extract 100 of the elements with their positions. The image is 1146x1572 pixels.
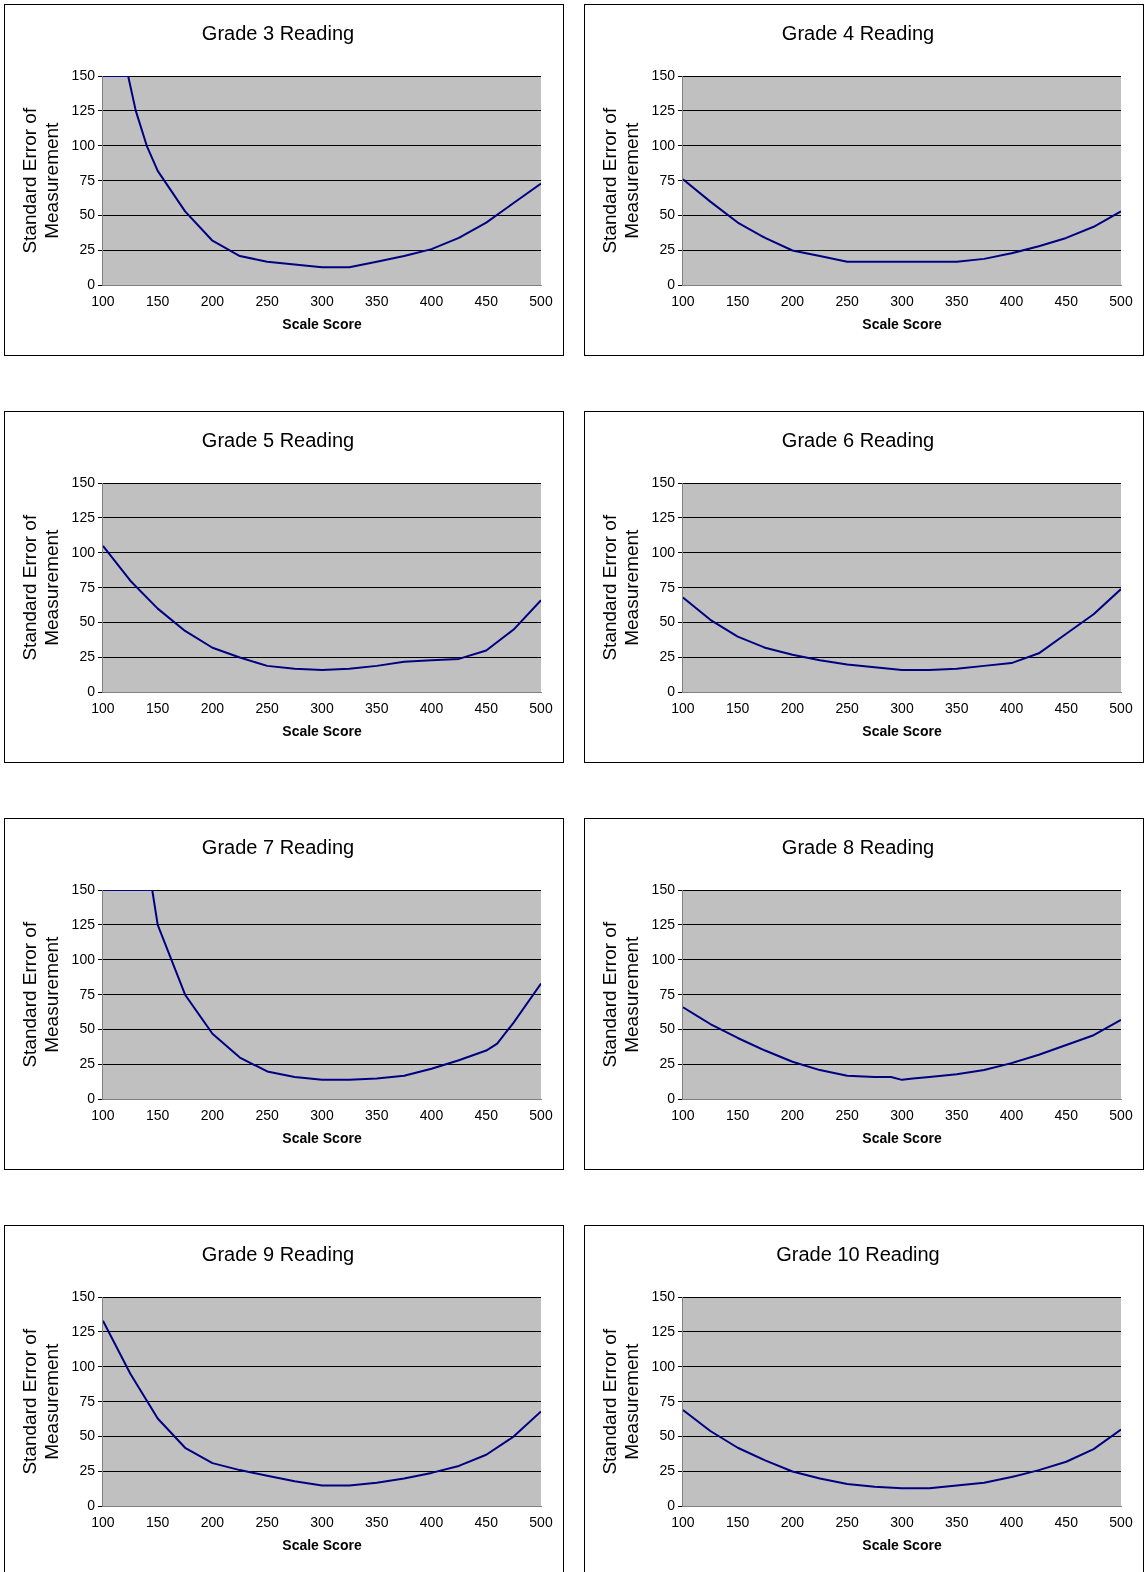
y-tick-label: 125 bbox=[71, 101, 96, 118]
x-axis-title: Scale Score bbox=[282, 1130, 362, 1147]
x-tick-label: 200 bbox=[200, 292, 225, 309]
x-tick-label: 500 bbox=[1109, 1513, 1133, 1530]
y-tick-label: 150 bbox=[71, 880, 96, 897]
y-tick-label: 125 bbox=[71, 508, 96, 525]
y-tick-label: 150 bbox=[651, 66, 676, 83]
x-axis-title: Scale Score bbox=[862, 1130, 942, 1147]
y-tick-label: 125 bbox=[651, 101, 676, 118]
y-tick-label: 0 bbox=[87, 683, 96, 700]
y-tick-label: 75 bbox=[79, 578, 96, 595]
x-tick-label: 300 bbox=[890, 292, 914, 309]
y-tick-label: 50 bbox=[79, 1427, 96, 1444]
x-tick-label: 350 bbox=[365, 699, 389, 716]
x-tick-label: 500 bbox=[1109, 1106, 1133, 1123]
y-tick-label: 125 bbox=[71, 915, 96, 932]
y-tick-label: 75 bbox=[659, 1392, 676, 1409]
x-tick-label: 150 bbox=[146, 699, 170, 716]
y-tick-label: 0 bbox=[667, 1090, 676, 1107]
x-tick-label: 400 bbox=[419, 699, 444, 716]
y-tick-label: 100 bbox=[71, 950, 96, 967]
y-tick-label: 25 bbox=[79, 1055, 96, 1072]
x-tick-label: 450 bbox=[1054, 292, 1079, 309]
x-tick-label: 500 bbox=[1109, 292, 1133, 309]
y-tick-label: 0 bbox=[87, 1090, 96, 1107]
y-tick-label: 75 bbox=[79, 171, 96, 188]
y-tick-label: 25 bbox=[79, 1462, 96, 1479]
x-tick-label: 450 bbox=[1054, 699, 1079, 716]
y-tick-label: 150 bbox=[651, 880, 676, 897]
x-tick-label: 450 bbox=[474, 1106, 499, 1123]
x-tick-label: 500 bbox=[1109, 699, 1133, 716]
x-tick-label: 200 bbox=[200, 699, 225, 716]
y-axis-title: Standard Error of Measurement bbox=[598, 514, 643, 661]
x-tick-label: 200 bbox=[780, 1513, 805, 1530]
chart-title: Grade 6 Reading bbox=[781, 428, 935, 451]
x-tick-label: 350 bbox=[365, 292, 389, 309]
y-tick-label: 100 bbox=[651, 543, 676, 560]
y-tick-label: 100 bbox=[651, 950, 676, 967]
x-tick-label: 250 bbox=[835, 1106, 860, 1123]
x-tick-label: 200 bbox=[200, 1513, 225, 1530]
y-tick-label: 50 bbox=[79, 1020, 96, 1037]
x-tick-label: 300 bbox=[890, 1513, 914, 1530]
y-tick-label: 25 bbox=[659, 648, 676, 665]
y-tick-label: 25 bbox=[79, 241, 96, 258]
x-tick-label: 400 bbox=[419, 292, 444, 309]
x-tick-label: 300 bbox=[310, 1513, 334, 1530]
x-tick-label: 400 bbox=[999, 292, 1024, 309]
x-tick-label: 150 bbox=[146, 1106, 170, 1123]
x-tick-label: 500 bbox=[529, 699, 553, 716]
y-tick-label: 0 bbox=[87, 276, 96, 293]
x-tick-label: 150 bbox=[726, 699, 750, 716]
chart-title: Grade 3 Reading bbox=[201, 21, 355, 44]
x-tick-label: 450 bbox=[474, 292, 499, 309]
y-tick-label: 100 bbox=[651, 136, 676, 153]
x-tick-label: 400 bbox=[419, 1513, 444, 1530]
y-tick-label: 50 bbox=[79, 613, 96, 630]
x-tick-label: 500 bbox=[529, 1106, 553, 1123]
y-tick-label: 0 bbox=[667, 683, 676, 700]
x-tick-label: 250 bbox=[255, 1513, 280, 1530]
y-tick-label: 25 bbox=[79, 648, 96, 665]
y-tick-label: 75 bbox=[659, 171, 676, 188]
x-tick-label: 500 bbox=[529, 1513, 553, 1530]
x-tick-label: 250 bbox=[255, 699, 280, 716]
x-axis-title: Scale Score bbox=[862, 1537, 942, 1554]
y-tick-label: 50 bbox=[659, 613, 676, 630]
x-axis-title: Scale Score bbox=[282, 316, 362, 333]
x-axis-title: Scale Score bbox=[862, 316, 942, 333]
x-tick-label: 150 bbox=[146, 292, 170, 309]
y-tick-label: 25 bbox=[659, 1055, 676, 1072]
x-tick-label: 450 bbox=[474, 1513, 499, 1530]
chart-title: Grade 10 Reading bbox=[776, 1242, 940, 1265]
x-tick-label: 300 bbox=[310, 292, 334, 309]
x-tick-label: 400 bbox=[419, 1106, 444, 1123]
y-tick-label: 125 bbox=[651, 508, 676, 525]
x-axis-title: Scale Score bbox=[862, 723, 942, 740]
y-tick-label: 75 bbox=[79, 1392, 96, 1409]
y-tick-label: 100 bbox=[71, 543, 96, 560]
y-axis-title: Standard Error of Measurement bbox=[598, 107, 643, 254]
x-tick-label: 400 bbox=[999, 1106, 1024, 1123]
x-tick-label: 400 bbox=[999, 699, 1024, 716]
y-tick-label: 100 bbox=[71, 1357, 96, 1374]
y-tick-label: 75 bbox=[659, 578, 676, 595]
y-tick-label: 50 bbox=[659, 206, 676, 223]
y-tick-label: 0 bbox=[667, 1497, 676, 1514]
x-tick-label: 300 bbox=[890, 699, 914, 716]
y-tick-label: 50 bbox=[79, 206, 96, 223]
y-axis-title: Standard Error of Measurement bbox=[18, 1328, 63, 1475]
x-tick-label: 300 bbox=[310, 699, 334, 716]
x-tick-label: 500 bbox=[529, 292, 553, 309]
y-tick-label: 75 bbox=[659, 985, 676, 1002]
x-axis-title: Scale Score bbox=[282, 1537, 362, 1554]
y-axis-title: Standard Error of Measurement bbox=[18, 107, 63, 254]
chart-title: Grade 4 Reading bbox=[781, 21, 935, 44]
x-tick-label: 250 bbox=[835, 699, 860, 716]
x-tick-label: 250 bbox=[835, 1513, 860, 1530]
y-tick-label: 50 bbox=[659, 1020, 676, 1037]
x-tick-label: 350 bbox=[365, 1106, 389, 1123]
x-tick-label: 300 bbox=[890, 1106, 914, 1123]
x-tick-label: 200 bbox=[780, 292, 805, 309]
y-tick-label: 125 bbox=[651, 915, 676, 932]
